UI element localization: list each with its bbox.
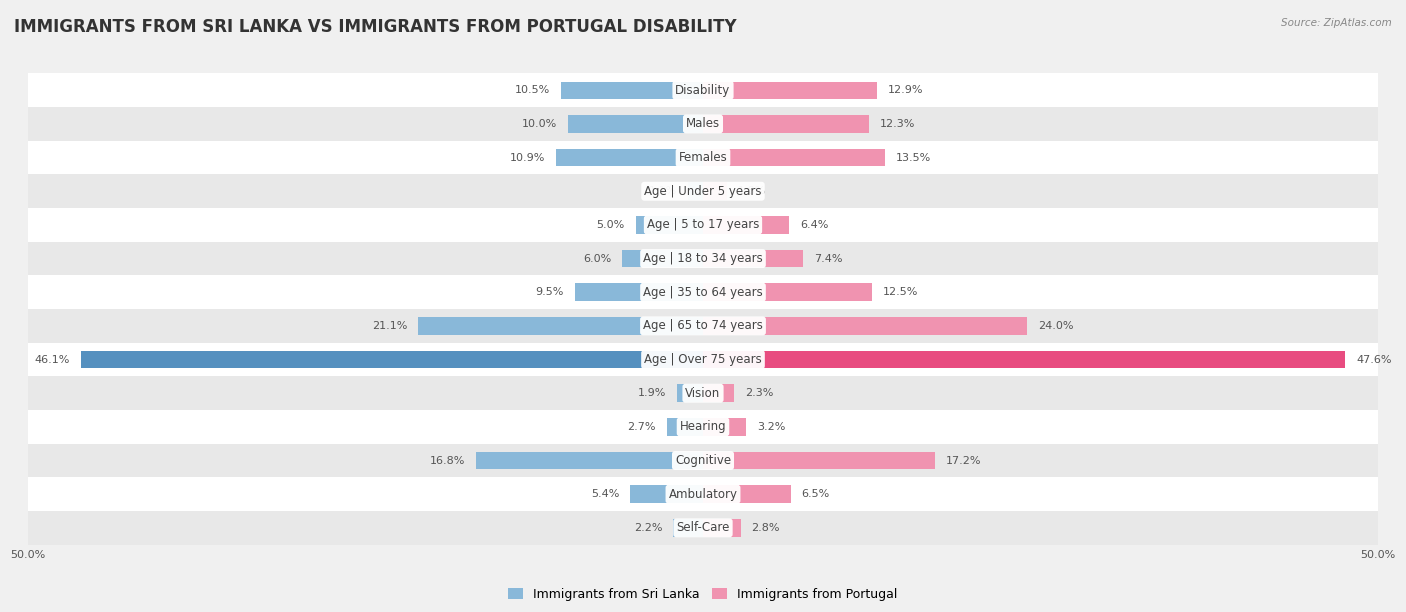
Text: 10.9%: 10.9%	[510, 152, 546, 163]
Bar	[703, 384, 734, 402]
Bar	[28, 309, 1378, 343]
Bar	[28, 141, 1378, 174]
Text: 2.2%: 2.2%	[634, 523, 662, 533]
Text: 17.2%: 17.2%	[946, 455, 981, 466]
Bar	[28, 107, 1378, 141]
Bar	[28, 242, 1378, 275]
Text: 6.4%: 6.4%	[800, 220, 828, 230]
Bar	[28, 343, 1378, 376]
Bar	[28, 444, 1378, 477]
Text: 24.0%: 24.0%	[1038, 321, 1073, 331]
Bar	[575, 283, 703, 301]
Text: 1.9%: 1.9%	[638, 388, 666, 398]
Text: 2.7%: 2.7%	[627, 422, 655, 432]
Bar	[80, 351, 703, 368]
Bar	[703, 283, 872, 301]
Legend: Immigrants from Sri Lanka, Immigrants from Portugal: Immigrants from Sri Lanka, Immigrants fr…	[503, 583, 903, 606]
Bar	[28, 410, 1378, 444]
Text: 47.6%: 47.6%	[1357, 354, 1392, 365]
Bar	[703, 81, 877, 99]
Bar	[28, 275, 1378, 309]
Bar	[621, 250, 703, 267]
Bar	[703, 149, 886, 166]
Bar	[28, 376, 1378, 410]
Bar	[630, 485, 703, 503]
Bar	[28, 208, 1378, 242]
Text: 12.9%: 12.9%	[889, 85, 924, 95]
Bar	[703, 418, 747, 436]
Text: 10.0%: 10.0%	[522, 119, 557, 129]
Bar	[636, 216, 703, 234]
Bar	[703, 250, 803, 267]
Bar	[703, 182, 727, 200]
Text: IMMIGRANTS FROM SRI LANKA VS IMMIGRANTS FROM PORTUGAL DISABILITY: IMMIGRANTS FROM SRI LANKA VS IMMIGRANTS …	[14, 18, 737, 36]
Text: Age | 65 to 74 years: Age | 65 to 74 years	[643, 319, 763, 332]
Bar	[703, 519, 741, 537]
Text: Hearing: Hearing	[679, 420, 727, 433]
Bar	[555, 149, 703, 166]
Bar	[666, 418, 703, 436]
Text: 1.8%: 1.8%	[738, 186, 766, 196]
Text: 1.1%: 1.1%	[650, 186, 678, 196]
Text: 2.8%: 2.8%	[752, 523, 780, 533]
Bar	[703, 216, 789, 234]
Text: 7.4%: 7.4%	[814, 253, 842, 264]
Text: Males: Males	[686, 118, 720, 130]
Text: Females: Females	[679, 151, 727, 164]
Bar	[703, 115, 869, 133]
Bar	[703, 317, 1026, 335]
Bar	[568, 115, 703, 133]
Bar	[678, 384, 703, 402]
Text: Self-Care: Self-Care	[676, 521, 730, 534]
Text: 3.2%: 3.2%	[756, 422, 786, 432]
Bar	[703, 485, 790, 503]
Text: 13.5%: 13.5%	[896, 152, 931, 163]
Bar	[418, 317, 703, 335]
Text: 5.4%: 5.4%	[591, 489, 619, 499]
Bar	[28, 73, 1378, 107]
Text: Age | 35 to 64 years: Age | 35 to 64 years	[643, 286, 763, 299]
Text: 12.3%: 12.3%	[880, 119, 915, 129]
Text: Source: ZipAtlas.com: Source: ZipAtlas.com	[1281, 18, 1392, 28]
Text: 6.5%: 6.5%	[801, 489, 830, 499]
Bar	[561, 81, 703, 99]
Text: Cognitive: Cognitive	[675, 454, 731, 467]
Text: 5.0%: 5.0%	[596, 220, 624, 230]
Text: Age | 18 to 34 years: Age | 18 to 34 years	[643, 252, 763, 265]
Text: 21.1%: 21.1%	[373, 321, 408, 331]
Text: 2.3%: 2.3%	[745, 388, 773, 398]
Text: 46.1%: 46.1%	[35, 354, 70, 365]
Bar	[28, 174, 1378, 208]
Text: Age | Over 75 years: Age | Over 75 years	[644, 353, 762, 366]
Bar	[703, 452, 935, 469]
Text: 16.8%: 16.8%	[430, 455, 465, 466]
Text: Vision: Vision	[685, 387, 721, 400]
Text: Ambulatory: Ambulatory	[668, 488, 738, 501]
Text: 9.5%: 9.5%	[536, 287, 564, 297]
Bar	[688, 182, 703, 200]
Text: 10.5%: 10.5%	[515, 85, 551, 95]
Bar	[673, 519, 703, 537]
Bar	[703, 351, 1346, 368]
Text: 6.0%: 6.0%	[583, 253, 612, 264]
Text: Age | Under 5 years: Age | Under 5 years	[644, 185, 762, 198]
Text: Age | 5 to 17 years: Age | 5 to 17 years	[647, 218, 759, 231]
Text: 12.5%: 12.5%	[883, 287, 918, 297]
Bar	[477, 452, 703, 469]
Bar	[28, 511, 1378, 545]
Bar	[28, 477, 1378, 511]
Text: Disability: Disability	[675, 84, 731, 97]
